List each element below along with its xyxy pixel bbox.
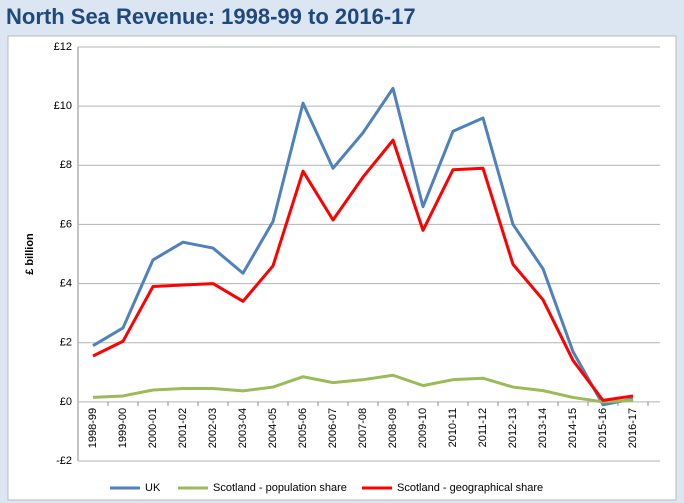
- x-tick-label: 1999-00: [117, 408, 129, 448]
- x-tick-label: 2010-11: [447, 408, 459, 448]
- y-tick-label: £6: [60, 218, 72, 230]
- x-tick-label: 2014-15: [567, 408, 579, 448]
- series-line: [92, 86, 634, 407]
- series-line: [92, 373, 634, 404]
- y-tick-label: £10: [54, 100, 72, 112]
- legend-label: UK: [145, 482, 161, 494]
- y-tick-label: £12: [54, 41, 72, 53]
- series-line: [92, 138, 634, 402]
- chart-area: [7, 35, 677, 501]
- x-tick-label: 2000-01: [147, 408, 159, 448]
- x-tick-label: 2004-05: [267, 408, 279, 448]
- x-tick-label: 2016-17: [627, 408, 639, 448]
- y-tick-label: £8: [60, 159, 72, 171]
- x-tick-label: 2005-06: [297, 408, 309, 448]
- x-tick-label: 2015-16: [597, 408, 609, 448]
- y-tick-label: £0: [60, 396, 72, 408]
- y-axis-label: £ billion: [24, 233, 36, 275]
- x-tick-label: 2007-08: [357, 408, 369, 448]
- x-tick-label: 2003-04: [237, 408, 249, 448]
- y-tick-label: £4: [60, 277, 72, 289]
- legend-label: Scotland - geographical share: [397, 482, 543, 494]
- x-tick-label: 2001-02: [177, 408, 189, 448]
- x-tick-label: 2008-09: [387, 408, 399, 448]
- chart-title: North Sea Revenue: 1998-99 to 2016-17: [6, 4, 416, 29]
- x-tick-label: 2006-07: [327, 408, 339, 448]
- x-tick-label: 1998-99: [87, 408, 99, 448]
- x-tick-label: 2002-03: [207, 408, 219, 448]
- x-tick-label: 2013-14: [537, 408, 549, 448]
- y-tick-label: -£2: [56, 455, 72, 467]
- legend-label: Scotland - population share: [213, 482, 347, 494]
- x-tick-label: 2012-13: [507, 408, 519, 448]
- y-tick-label: £2: [60, 337, 72, 349]
- x-tick-label: 2009-10: [417, 408, 429, 448]
- x-tick-label: 2011-12: [477, 408, 489, 448]
